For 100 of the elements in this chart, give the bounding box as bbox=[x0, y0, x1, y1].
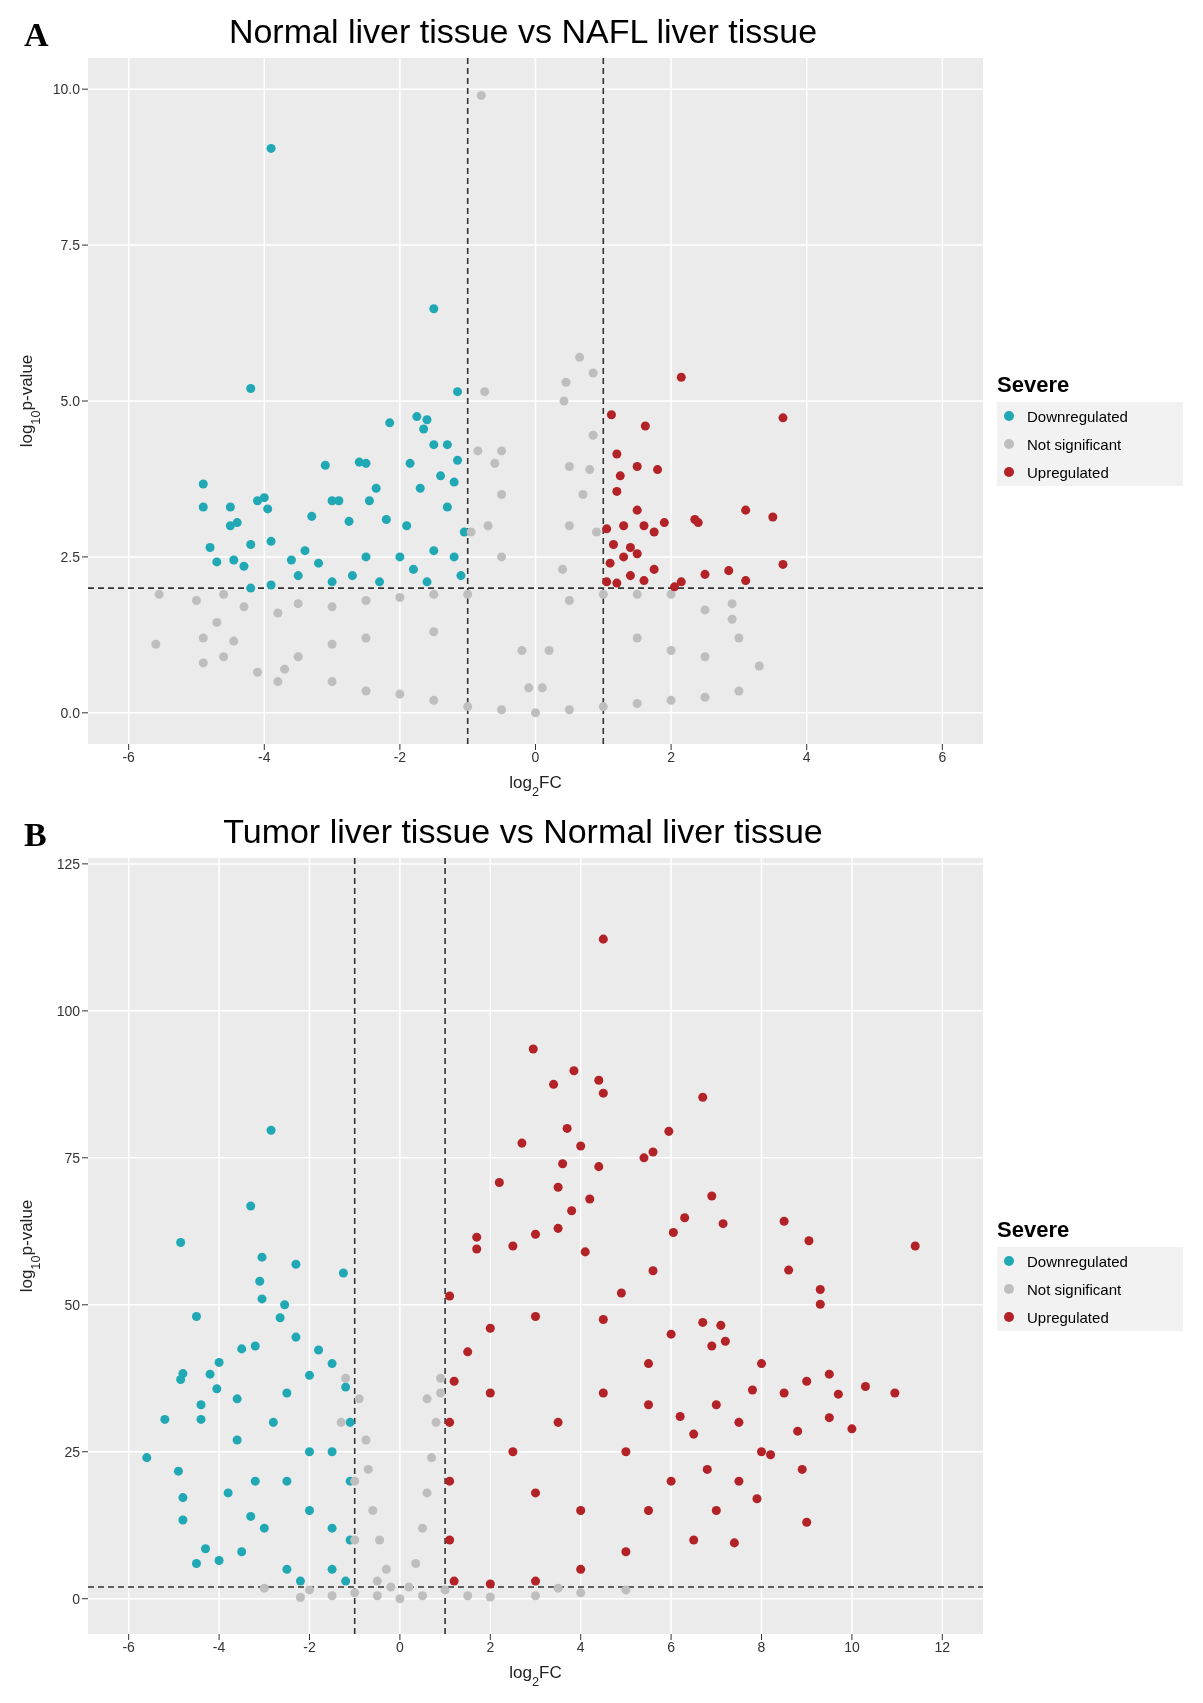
point bbox=[201, 1544, 211, 1554]
point bbox=[693, 518, 703, 528]
point bbox=[422, 577, 432, 587]
point bbox=[402, 521, 412, 531]
point bbox=[442, 502, 452, 512]
x-tick-label: 4 bbox=[576, 1638, 585, 1655]
point bbox=[422, 1488, 432, 1498]
point bbox=[300, 546, 310, 556]
x-tick-label: 6 bbox=[667, 1638, 676, 1655]
point bbox=[246, 1201, 256, 1211]
legend-title: Severe bbox=[997, 372, 1071, 398]
point bbox=[361, 552, 371, 562]
point bbox=[612, 449, 622, 459]
point bbox=[632, 549, 642, 559]
x-axis-title: log$_{2}$FC bbox=[509, 773, 562, 799]
x-tick-label: -6 bbox=[122, 748, 136, 765]
y-tick-label: 5.0 bbox=[60, 392, 81, 409]
y-tick-label: 50 bbox=[64, 1296, 81, 1313]
x-tick-label: -2 bbox=[303, 1638, 316, 1655]
y-tick-label: 25 bbox=[64, 1443, 81, 1460]
point bbox=[449, 477, 459, 487]
text: A bbox=[24, 16, 49, 54]
point bbox=[619, 552, 629, 562]
y-tick-label: 0.0 bbox=[60, 704, 81, 721]
point bbox=[178, 1493, 188, 1503]
point bbox=[612, 578, 622, 588]
point bbox=[225, 502, 235, 512]
point bbox=[246, 539, 256, 549]
point bbox=[375, 1535, 385, 1545]
point bbox=[724, 566, 734, 576]
point bbox=[338, 1268, 348, 1278]
point bbox=[576, 1588, 586, 1598]
y-tick-label: 7.5 bbox=[60, 237, 81, 254]
point bbox=[649, 527, 659, 537]
point bbox=[198, 479, 208, 489]
point bbox=[605, 558, 615, 568]
point bbox=[632, 505, 642, 515]
point bbox=[291, 1332, 301, 1342]
point bbox=[429, 440, 439, 450]
point bbox=[232, 518, 242, 528]
x-tick-label: -2 bbox=[393, 748, 407, 765]
point bbox=[205, 543, 215, 553]
point bbox=[293, 571, 303, 581]
point bbox=[415, 483, 425, 493]
x-tick-label: -6 bbox=[122, 1638, 136, 1655]
point bbox=[225, 521, 235, 531]
point bbox=[314, 1345, 324, 1355]
point bbox=[295, 1593, 305, 1603]
point bbox=[778, 559, 788, 569]
y-tick-label: 0 bbox=[72, 1590, 81, 1607]
point bbox=[608, 539, 618, 549]
point bbox=[427, 1453, 437, 1463]
legend-label: Upregulated bbox=[1027, 1308, 1109, 1326]
point bbox=[223, 1488, 233, 1498]
legend-label: Not significant bbox=[1027, 435, 1122, 453]
point bbox=[395, 552, 405, 562]
point bbox=[417, 1591, 428, 1601]
point bbox=[280, 1300, 290, 1310]
point bbox=[768, 512, 778, 522]
point bbox=[653, 465, 663, 475]
point bbox=[178, 1515, 188, 1525]
point bbox=[350, 1476, 360, 1486]
y-tick-label: 100 bbox=[56, 1002, 81, 1019]
point bbox=[429, 546, 439, 556]
point bbox=[612, 486, 622, 496]
point bbox=[381, 1564, 391, 1574]
point bbox=[621, 1585, 631, 1595]
point bbox=[282, 1388, 292, 1398]
point bbox=[295, 1576, 305, 1586]
point bbox=[304, 1506, 314, 1516]
legend-title: Severe bbox=[997, 1217, 1071, 1243]
point bbox=[160, 1414, 170, 1424]
point bbox=[375, 577, 385, 587]
point bbox=[291, 1259, 301, 1269]
point bbox=[341, 1576, 351, 1586]
point bbox=[350, 1535, 360, 1545]
point bbox=[602, 577, 612, 587]
chart-title: Normal liver tissue vs NAFL liver tissue bbox=[227, 12, 819, 51]
point bbox=[385, 418, 395, 428]
point bbox=[412, 412, 422, 422]
point bbox=[252, 496, 263, 506]
point bbox=[639, 576, 649, 586]
point bbox=[456, 571, 466, 581]
legend-label: Downregulated bbox=[1027, 407, 1128, 425]
point bbox=[361, 1435, 371, 1445]
point bbox=[327, 1591, 337, 1601]
point bbox=[659, 518, 669, 528]
y-tick-label: 10.0 bbox=[52, 81, 81, 98]
legend-label: Not significant bbox=[1027, 1280, 1122, 1298]
point bbox=[350, 1588, 360, 1598]
point bbox=[381, 514, 391, 524]
point bbox=[669, 582, 680, 592]
y-tick-label: 75 bbox=[64, 1149, 81, 1166]
point bbox=[257, 1252, 267, 1262]
point bbox=[676, 577, 686, 587]
point bbox=[417, 1523, 428, 1533]
point bbox=[606, 410, 616, 420]
x-tick-label: 0 bbox=[531, 748, 540, 765]
point bbox=[327, 1564, 337, 1574]
point bbox=[419, 424, 429, 434]
